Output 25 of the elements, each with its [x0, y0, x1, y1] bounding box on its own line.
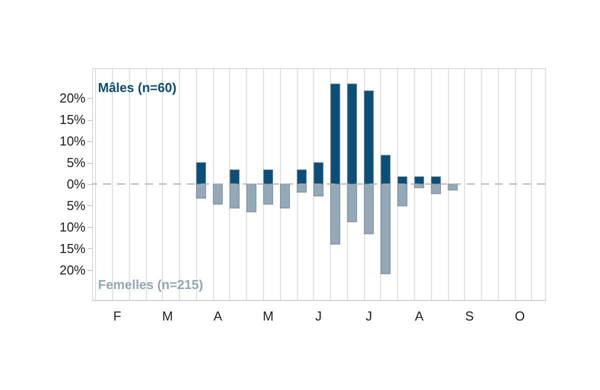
- y-tick-label: 20%: [59, 90, 86, 106]
- y-tick-label: 20%: [59, 262, 86, 278]
- x-tick-label: S: [465, 308, 474, 324]
- bar: [212, 184, 223, 204]
- bar: [246, 184, 256, 212]
- bar: [414, 176, 424, 184]
- y-tick-label: 15%: [59, 240, 86, 256]
- y-tick-label: 0%: [66, 176, 86, 192]
- bar: [280, 184, 290, 208]
- x-tick-label: J: [366, 308, 372, 324]
- text: Mâles (n=60): [98, 80, 176, 95]
- y-tick-label: 15%: [59, 112, 86, 128]
- y-tick-label: 5%: [66, 198, 86, 213]
- x-tick-label: A: [414, 308, 424, 324]
- x-tick-label: A: [213, 308, 222, 324]
- y-tick-label: 5%: [66, 155, 86, 170]
- x-tick-label: F: [113, 308, 122, 324]
- x-tick-label: O: [514, 308, 525, 324]
- y-tick-label: 10%: [59, 219, 86, 234]
- bar: [448, 184, 458, 190]
- text: Femelles (n=215): [98, 277, 204, 292]
- y-tick-label: 10%: [59, 134, 86, 149]
- x-tick-label: M: [262, 308, 274, 324]
- x-tick-label: J: [315, 308, 322, 324]
- x-tick-label: M: [162, 308, 173, 324]
